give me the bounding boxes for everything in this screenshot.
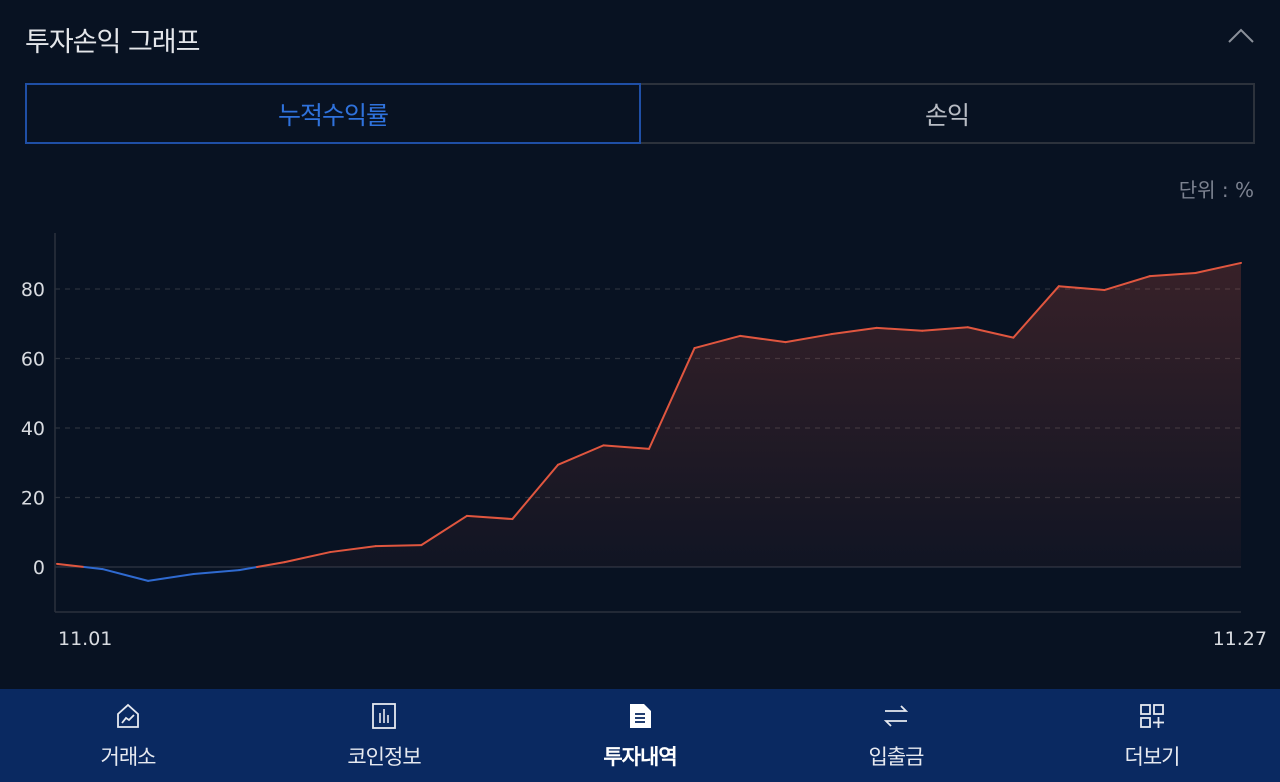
line-segment: [374, 544, 423, 548]
line-segment: [1012, 285, 1060, 339]
area-fill: [57, 262, 1241, 567]
line-segment: [921, 326, 969, 332]
line-segment: [602, 444, 650, 450]
line-segment: [875, 326, 924, 332]
line-segment: [420, 514, 468, 547]
line-segment: [830, 326, 878, 336]
chevron-up-icon[interactable]: [1228, 26, 1254, 44]
x-tick-label-end: 11.27: [1213, 628, 1267, 650]
line-segment: [255, 561, 286, 568]
tab-profit-loss[interactable]: 손익: [641, 83, 1255, 144]
line-segment: [101, 568, 150, 582]
line-segment: [283, 551, 332, 564]
line-segment: [966, 326, 1015, 339]
more-grid-icon: [1140, 703, 1164, 728]
x-tick-label-start: 11.01: [58, 628, 112, 650]
nav-label: 입출금: [868, 744, 925, 769]
nav-exchange[interactable]: 거래소: [0, 689, 256, 782]
line-segment: [329, 545, 377, 554]
line-segment: [784, 333, 833, 344]
line-segment: [693, 334, 742, 350]
line-segment: [1057, 285, 1106, 292]
nav-investment-history[interactable]: 투자내역: [512, 689, 768, 782]
line-segment: [238, 566, 258, 572]
nav-label: 투자내역: [603, 744, 677, 769]
line-segment: [739, 334, 787, 344]
line-segment: [1194, 261, 1242, 275]
y-tick-label: 40: [21, 418, 45, 440]
nav-label: 더보기: [1124, 744, 1181, 769]
nav-label: 거래소: [100, 744, 157, 769]
line-segment: [192, 569, 241, 575]
unit-label: 단위 : %: [1178, 178, 1254, 202]
y-tick-label: 0: [33, 557, 45, 579]
line-segment: [147, 572, 195, 582]
line-segment: [56, 562, 86, 568]
bottom-nav: 거래소 코인정보 투자내역 입출금 더보기: [0, 689, 1280, 782]
exchange-chart-icon: [117, 703, 139, 728]
nav-coin-info[interactable]: 코인정보: [256, 689, 512, 782]
line-segment: [465, 514, 514, 521]
nav-deposit-withdraw[interactable]: 입출금: [768, 689, 1024, 782]
document-icon: [630, 703, 651, 728]
line-segment: [648, 347, 696, 450]
page-title: 투자손익 그래프: [25, 27, 200, 58]
nav-more[interactable]: 더보기: [1024, 689, 1280, 782]
y-tick-label: 60: [21, 349, 45, 371]
bar-chart-icon: [372, 702, 396, 729]
line-segment: [1103, 275, 1151, 292]
tab-cumulative-return[interactable]: 누적수익률: [25, 83, 641, 144]
line-segment: [1148, 272, 1197, 278]
cumulative-return-chart: 0 20 40 60 80 11.01 11.27: [21, 233, 1267, 650]
line-segment: [556, 444, 605, 466]
line-segment: [83, 566, 104, 571]
transfer-arrows-icon: [883, 704, 909, 727]
chart-mode-tabs: 누적수익률 손익: [25, 83, 1255, 144]
nav-label: 코인정보: [347, 744, 421, 769]
y-tick-label: 20: [21, 488, 45, 510]
y-tick-label: 80: [21, 279, 45, 301]
line-segment: [511, 463, 559, 521]
